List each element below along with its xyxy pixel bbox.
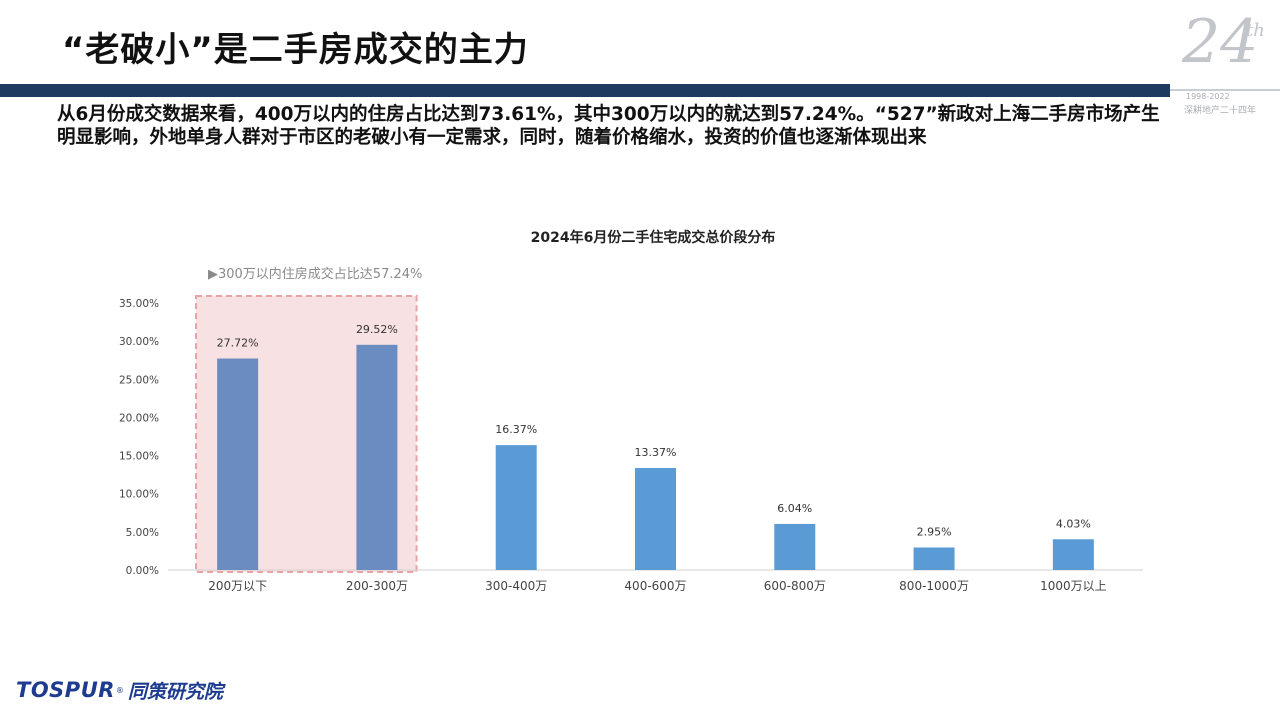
chart-title: 2024年6月份二手住宅成交总价段分布 xyxy=(531,229,776,246)
data-label: 16.37% xyxy=(495,423,537,436)
anniversary-badge: 24 th 1998-2022 深耕地产二十四年 xyxy=(1180,7,1275,116)
title-underline-bar xyxy=(0,84,1170,97)
bar xyxy=(774,523,816,570)
logo-chinese-name: 同策研究院 xyxy=(127,680,223,703)
y-tick-label: 10.00% xyxy=(119,489,159,501)
logo-registered-mark: ® xyxy=(115,685,124,695)
data-label: 29.52% xyxy=(356,323,398,336)
page-title: “老破小”是二手房成交的主力 xyxy=(62,30,529,70)
chart-annotation: ▶300万以内住房成交占比达57.24% xyxy=(208,266,422,282)
anniversary-years: 1998-2022 xyxy=(1186,92,1230,101)
data-label: 27.72% xyxy=(217,337,259,350)
x-tick-label: 1000万以上 xyxy=(1040,579,1107,593)
company-logo: TOSPUR ® 同策研究院 xyxy=(16,676,223,704)
y-tick-label: 5.00% xyxy=(126,527,159,539)
bar xyxy=(1052,539,1094,570)
y-tick-label: 0.00% xyxy=(126,565,159,577)
y-tick-label: 25.00% xyxy=(119,374,159,386)
data-label: 2.95% xyxy=(917,525,952,538)
anniversary-subtitle: 深耕地产二十四年 xyxy=(1184,106,1257,116)
anniversary-number: 24 xyxy=(1182,7,1259,77)
x-tick-label: 400-600万 xyxy=(624,579,686,593)
anniversary-suffix: th xyxy=(1246,20,1265,41)
data-label: 4.03% xyxy=(1056,517,1091,530)
x-tick-label: 800-1000万 xyxy=(899,579,969,593)
x-tick-label: 200-300万 xyxy=(346,579,408,593)
x-tick-label: 600-800万 xyxy=(764,579,826,593)
data-label: 13.37% xyxy=(635,446,677,459)
bar xyxy=(217,358,259,570)
title-underline-thin xyxy=(1170,89,1280,91)
bar xyxy=(913,547,955,570)
y-tick-label: 15.00% xyxy=(119,451,159,463)
x-tick-label: 300-400万 xyxy=(485,579,547,593)
logo-wordmark: TOSPUR xyxy=(16,678,115,702)
summary-text: 从6月份成交数据来看，400万以内的住房占比达到73.61%，其中300万以内的… xyxy=(57,104,1160,148)
x-tick-label: 200万以下 xyxy=(208,579,267,593)
y-tick-label: 30.00% xyxy=(119,336,159,348)
bar xyxy=(635,468,676,570)
bar xyxy=(495,445,537,570)
y-tick-label: 20.00% xyxy=(119,412,159,424)
bar xyxy=(356,344,398,570)
y-tick-label: 35.00% xyxy=(119,298,159,310)
data-label: 6.04% xyxy=(777,502,812,515)
